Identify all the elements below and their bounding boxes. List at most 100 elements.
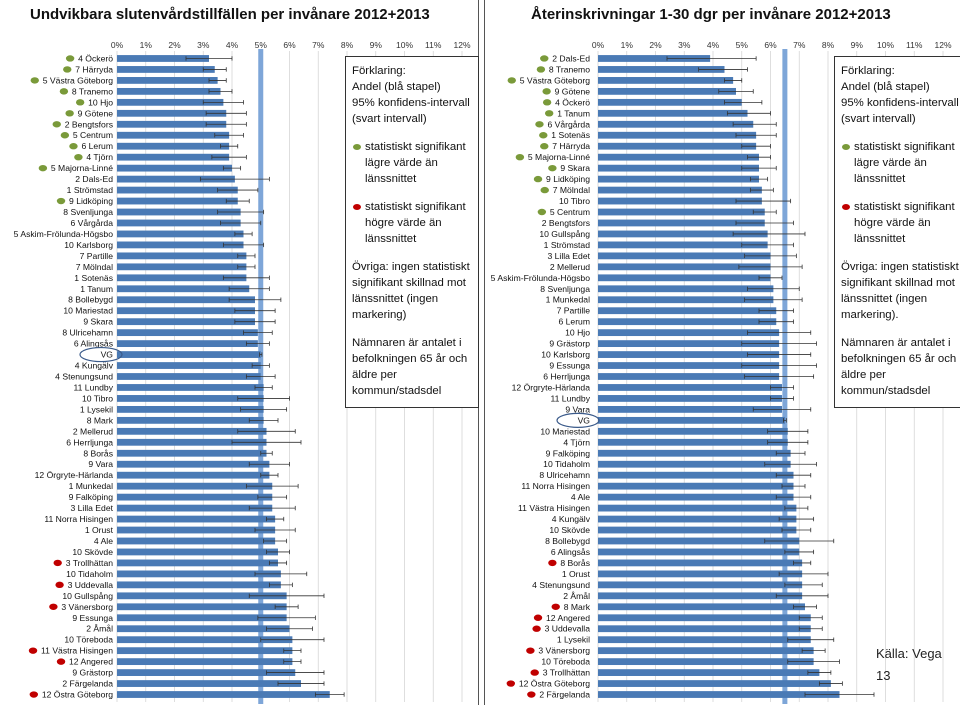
right-category-label: 10 Skövde (549, 525, 590, 535)
left-category-label: 8 Svenljunga (63, 207, 113, 217)
right-legend-low: statistiskt signifikant lägre värde än l… (841, 139, 960, 187)
right-high-marker (532, 625, 541, 632)
left-bar (117, 647, 293, 655)
left-bar (117, 340, 258, 348)
left-bar (117, 109, 227, 117)
right-tick-label: 8% (822, 40, 835, 50)
right-category-label: 9 Skara (560, 163, 590, 173)
left-bar (117, 493, 273, 501)
left-tick-label: 11% (425, 40, 442, 50)
right-low-marker (533, 175, 543, 183)
left-category-label: VG (101, 350, 114, 360)
left-category-label: 1 Sotenäs (74, 273, 113, 283)
right-low-marker (542, 99, 552, 106)
right-bar (598, 405, 782, 413)
right-bar (598, 471, 794, 479)
source-label: Källa: Vega (876, 646, 942, 661)
right-low-marker (542, 88, 551, 95)
left-bar (117, 526, 276, 534)
left-low-marker (38, 164, 48, 172)
left-bar (117, 263, 247, 271)
right-category-label: 6 Lerum (558, 317, 590, 327)
right-tick-label: 6% (764, 40, 777, 50)
left-chart-title: Undvikbara slutenvårdstillfällen per inv… (30, 6, 430, 23)
left-category-label: 10 Töreboda (64, 635, 113, 645)
right-legend-denominator-text: Nämnaren är antalet i befolkningen 65 år… (841, 337, 957, 397)
right-bar (598, 329, 780, 337)
left-low-marker (59, 88, 69, 95)
left-bar (117, 197, 238, 205)
right-category-label: 7 Mölndal (553, 185, 590, 195)
right-high-marker (530, 669, 539, 676)
left-bar (117, 362, 261, 369)
right-bar (598, 460, 791, 468)
right-bar (598, 504, 797, 512)
green-dot-icon (842, 144, 850, 150)
left-category-label: 2 Åmål (86, 624, 113, 634)
page-number: 13 (876, 668, 891, 683)
right-low-marker (548, 164, 557, 172)
left-category-label: 11 Lundby (73, 382, 113, 392)
right-bar (598, 131, 757, 139)
right-bar (598, 252, 771, 260)
left-bar (117, 537, 276, 545)
left-bar (117, 471, 270, 479)
right-bar (598, 219, 765, 227)
right-category-label: 3 Lilla Edet (547, 251, 590, 261)
right-category-label: 1 Orust (562, 569, 591, 579)
right-bar (598, 537, 800, 545)
right-legend-heading: Förklaring: (841, 65, 895, 77)
right-bar (598, 208, 765, 216)
right-low-marker (539, 132, 548, 139)
left-legend-heading: Förklaring: (352, 65, 406, 77)
right-category-label: 1 Lysekil (557, 635, 590, 645)
left-bar (117, 351, 261, 358)
right-tick-label: 9% (851, 40, 864, 50)
left-category-label: 4 Ale (94, 536, 113, 546)
left-bar (117, 559, 278, 567)
right-bar (598, 66, 725, 73)
left-bar (117, 427, 267, 435)
left-legend-low: statistiskt signifikant lägre värde än l… (352, 139, 472, 187)
right-legend-box: Förklaring: Andel (blå stapel) 95% konfi… (834, 56, 960, 408)
right-low-marker (544, 110, 554, 117)
left-tick-label: 12% (453, 40, 470, 50)
right-category-label: 9 Grästorp (549, 339, 590, 349)
left-bar (117, 296, 255, 304)
left-category-label: 9 Essunga (72, 613, 113, 623)
right-high-marker (527, 691, 536, 698)
right-tick-label: 11% (906, 40, 923, 50)
left-bar (117, 625, 290, 633)
left-category-label: 6 Herrljunga (66, 437, 113, 447)
left-bar (117, 515, 276, 523)
right-category-label: 6 Vårgårda (547, 119, 590, 129)
left-bar (117, 175, 235, 183)
left-bar (117, 142, 230, 150)
left-category-label: 5 Västra Göteborg (43, 75, 113, 85)
left-category-label: 12 Örgryte-Härlanda (35, 470, 114, 480)
right-bar (598, 427, 788, 435)
left-tick-label: 6% (283, 40, 296, 50)
right-low-marker (536, 66, 546, 73)
right-category-label: 9 Essunga (549, 361, 590, 371)
left-category-label: 3 Vänersborg (61, 602, 113, 612)
right-category-label: 9 Vara (565, 404, 590, 414)
left-tick-label: 1% (140, 40, 153, 50)
left-tick-label: 9% (370, 40, 383, 50)
left-category-label: 8 Mark (87, 415, 114, 425)
right-category-label: 2 Åmål (563, 591, 590, 601)
left-category-label: 2 Mellerud (73, 426, 113, 436)
right-category-label: 6 Alingsås (551, 547, 590, 557)
left-tick-label: 4% (226, 40, 239, 50)
right-category-label: 3 Vänersborg (538, 646, 590, 656)
right-low-marker (537, 208, 547, 216)
right-category-label: 8 Ulricehamn (539, 470, 590, 480)
left-legend-denominator-text: Nämnaren är antalet i befolkningen 65 år… (352, 337, 468, 397)
right-category-label: 7 Härryda (552, 141, 590, 151)
right-bar (598, 87, 736, 95)
right-bar (598, 658, 814, 666)
right-bar (598, 186, 762, 194)
left-bar (117, 416, 264, 424)
right-bar (598, 482, 794, 490)
right-category-label: 2 Färgelanda (539, 690, 590, 700)
